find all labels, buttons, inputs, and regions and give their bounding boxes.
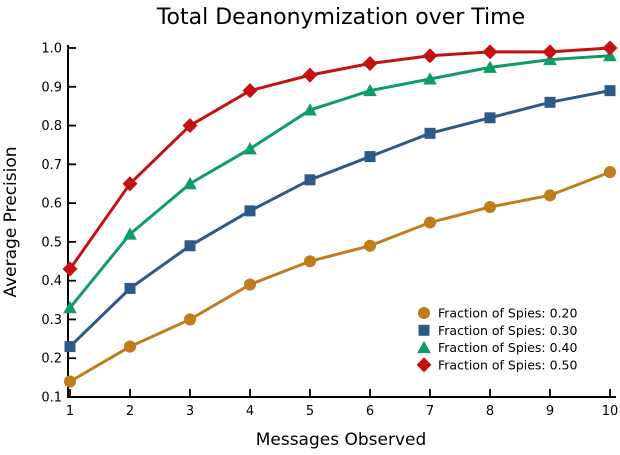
legend-item: Fraction of Spies: 0.20 (417, 306, 578, 321)
marker-diamond-icon (362, 56, 378, 71)
marker-diamond-icon (422, 48, 438, 64)
marker-triangle-icon (123, 227, 137, 240)
series-circle (63, 166, 617, 388)
marker-diamond-icon (302, 67, 318, 83)
series-line (68, 89, 611, 348)
marker-triangle-icon (63, 300, 77, 314)
marker-square-icon (184, 240, 196, 252)
marker-circle-icon (123, 340, 137, 353)
legend-item: Fraction of Spies: 0.50 (416, 357, 578, 373)
series-triangle (63, 48, 617, 314)
marker-square-icon (418, 324, 430, 336)
marker-diamond-icon (542, 44, 558, 60)
x-tick-label: 3 (186, 404, 194, 419)
marker-triangle-icon (417, 340, 431, 354)
marker-circle-icon (63, 375, 77, 388)
x-tick-label: 7 (426, 404, 434, 419)
marker-square-icon (484, 112, 496, 124)
legend-item: Fraction of Spies: 0.40 (417, 340, 578, 355)
y-tick-label: 1.0 (41, 42, 62, 57)
series-line (68, 46, 611, 270)
marker-square-icon (304, 174, 316, 186)
legend: Fraction of Spies: 0.20 Fraction of Spies… (416, 306, 578, 373)
marker-circle-icon (183, 313, 197, 326)
x-axis-label: Messages Observed (256, 430, 427, 450)
y-axis-label: Average Precision (1, 146, 21, 297)
marker-circle-icon (417, 306, 431, 320)
y-tick-label: 0.5 (41, 235, 62, 250)
marker-square-icon (544, 96, 556, 108)
x-tick-label: 1 (66, 404, 74, 419)
marker-triangle-icon (243, 142, 257, 155)
marker-square-icon (64, 341, 76, 353)
marker-circle-icon (363, 239, 377, 252)
series-line (69, 170, 611, 383)
marker-square-icon (364, 151, 376, 163)
x-tick-label: 5 (306, 404, 314, 419)
marker-circle-icon (303, 255, 317, 268)
y-tick-label: 0.6 (41, 197, 62, 212)
marker-square-icon (424, 127, 436, 139)
y-tick-label: 0.1 (41, 391, 62, 406)
marker-triangle-icon (363, 83, 377, 97)
marker-diamond-icon (242, 83, 258, 99)
marker-circle-icon (423, 216, 437, 229)
legend-label: Fraction of Spies: 0.30 (438, 323, 578, 338)
y-tick-label: 0.4 (41, 274, 62, 289)
marker-triangle-icon (423, 72, 437, 85)
legend-label: Fraction of Spies: 0.20 (438, 306, 578, 321)
y-tick-label: 0.3 (41, 313, 62, 328)
legend-label: Fraction of Spies: 0.40 (438, 340, 578, 355)
marker-triangle-icon (483, 60, 497, 73)
marker-diamond-icon (416, 357, 432, 373)
marker-diamond-icon (62, 261, 78, 277)
y-tick-label: 0.9 (41, 80, 62, 95)
marker-triangle-icon (183, 176, 197, 190)
series-diamond (62, 40, 618, 277)
chart-title: Total Deanonymization over Time (156, 5, 525, 30)
y-tick-label: 0.7 (41, 158, 62, 173)
marker-square-icon (604, 85, 616, 97)
x-tick-label: 9 (546, 404, 554, 419)
x-tick-label: 6 (366, 404, 374, 419)
marker-diamond-icon (602, 40, 618, 56)
marker-square-icon (124, 282, 136, 294)
x-tick-label: 8 (486, 404, 494, 419)
x-tick-label: 2 (126, 404, 134, 419)
axes: 0.1 0.2 0.3 0.4 0.5 0.6 0.7 0.8 0.9 1.0 1 2 3 4 5 6 7 8 9 1… (41, 42, 618, 420)
y-tick-label: 0.2 (41, 352, 62, 367)
marker-circle-icon (243, 278, 257, 291)
marker-diamond-icon (482, 44, 498, 60)
marker-circle-icon (483, 200, 497, 214)
x-tick-label: 4 (246, 404, 254, 419)
marker-square-icon (244, 205, 256, 217)
series-line (68, 54, 611, 309)
marker-diamond-icon (182, 118, 198, 134)
marker-diamond-icon (122, 176, 138, 192)
marker-triangle-icon (303, 103, 317, 116)
marker-circle-icon (603, 166, 617, 179)
legend-label: Fraction of Spies: 0.50 (438, 357, 578, 372)
plot-area (62, 40, 618, 388)
y-tick-label: 0.8 (41, 119, 62, 134)
series-square (64, 85, 616, 353)
marker-circle-icon (543, 189, 557, 202)
x-tick-label: 10 (602, 404, 619, 419)
legend-item: Fraction of Spies: 0.30 (418, 323, 578, 338)
